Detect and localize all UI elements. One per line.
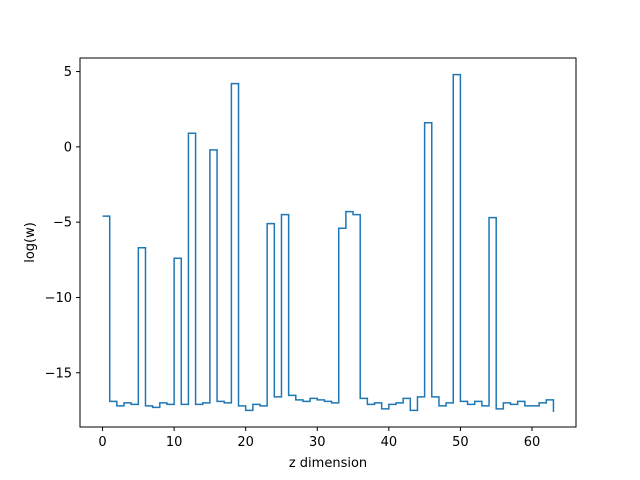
x-axis-label: z dimension	[289, 456, 367, 471]
x-tick-label: 30	[309, 435, 326, 450]
y-tick-label: 0	[64, 140, 72, 155]
y-tick-label: −5	[53, 216, 72, 231]
y-axis-label: log(w)	[23, 222, 38, 263]
axes-frame	[79, 57, 577, 428]
x-tick-label: 10	[166, 435, 183, 450]
y-tick-label: −15	[45, 366, 72, 381]
x-tick-label: 50	[452, 435, 469, 450]
x-tick-label: 40	[381, 435, 398, 450]
y-tick-label: 5	[64, 65, 72, 80]
y-tick-label: −10	[45, 291, 72, 306]
series-line	[102, 73, 555, 412]
y-axis: 5 0 −5 −10 −15	[45, 65, 80, 381]
x-tick-label: 60	[524, 435, 541, 450]
x-tick-label: 0	[98, 435, 106, 450]
x-axis: 0 10 20 30 40 50 60	[98, 427, 540, 450]
x-tick-label: 20	[237, 435, 254, 450]
